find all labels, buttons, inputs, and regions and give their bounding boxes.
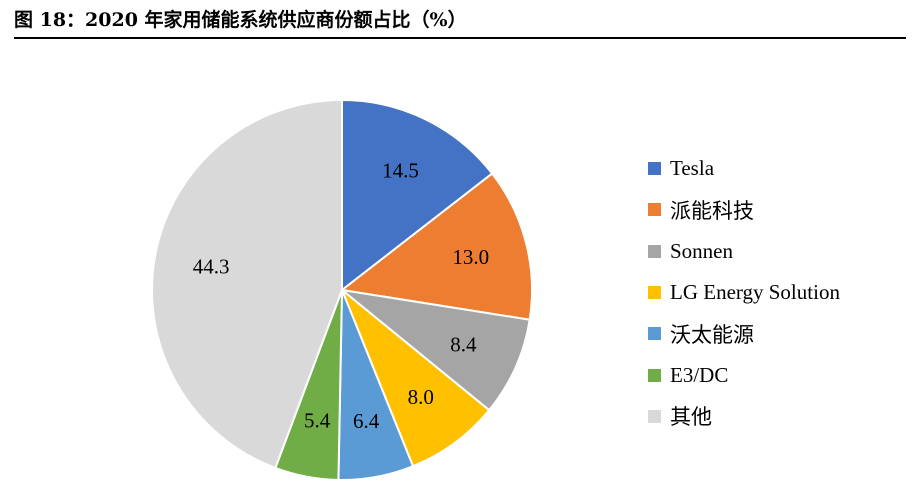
legend-item-2: Sonnen bbox=[648, 231, 910, 272]
legend-label: 其他 bbox=[670, 405, 712, 430]
pie-data-label-4: 6.4 bbox=[353, 409, 380, 433]
legend-swatch bbox=[648, 203, 661, 217]
legend-swatch bbox=[648, 162, 661, 176]
legend-item-6: 其他 bbox=[648, 396, 910, 437]
legend-label: E3/DC bbox=[670, 362, 729, 387]
pie-slice-3 bbox=[341, 289, 491, 468]
pie-data-label-1: 13.0 bbox=[452, 245, 489, 269]
legend-swatch bbox=[648, 368, 661, 382]
chart-legend: Tesla 派能科技 Sonnen LG Energy Solution 沃太能源 E3/… bbox=[648, 148, 910, 437]
legend-swatch bbox=[648, 244, 661, 258]
pie-slice-0 bbox=[341, 99, 494, 291]
legend-label: Tesla bbox=[670, 156, 715, 181]
pie-data-label-0: 14.5 bbox=[382, 159, 419, 183]
legend-swatch bbox=[648, 327, 661, 341]
legend-label: LG Energy Solution bbox=[670, 280, 840, 305]
pie-data-label-5: 5.4 bbox=[304, 409, 331, 433]
pie-data-label-3: 8.0 bbox=[408, 385, 434, 409]
legend-item-4: 沃太能源 bbox=[648, 313, 910, 354]
pie-slices bbox=[151, 99, 533, 481]
pie-data-labels: 14.5 13.0 8.4 8.0 6.4 5.4 44.3 bbox=[193, 159, 489, 433]
legend-item-5: E3/DC bbox=[648, 354, 910, 395]
legend-label: 沃太能源 bbox=[670, 322, 754, 347]
pie-data-label-2: 8.4 bbox=[450, 332, 477, 356]
legend-swatch bbox=[648, 286, 661, 300]
legend-item-1: 派能科技 bbox=[648, 189, 910, 230]
pie-data-label-6: 44.3 bbox=[193, 254, 230, 278]
figure-title: 图 18：2020 年家用储能系统供应商份额占比（%） bbox=[14, 9, 467, 31]
pie-slice-6 bbox=[151, 99, 343, 469]
legend-item-3: LG Energy Solution bbox=[648, 272, 910, 313]
legend-swatch bbox=[648, 409, 661, 423]
pie-slice-1 bbox=[341, 172, 533, 321]
pie-slice-2 bbox=[341, 289, 531, 412]
title-rule bbox=[14, 37, 906, 39]
legend-label: Sonnen bbox=[670, 238, 733, 263]
legend-item-0: Tesla bbox=[648, 148, 910, 189]
legend-label: 派能科技 bbox=[670, 198, 754, 223]
